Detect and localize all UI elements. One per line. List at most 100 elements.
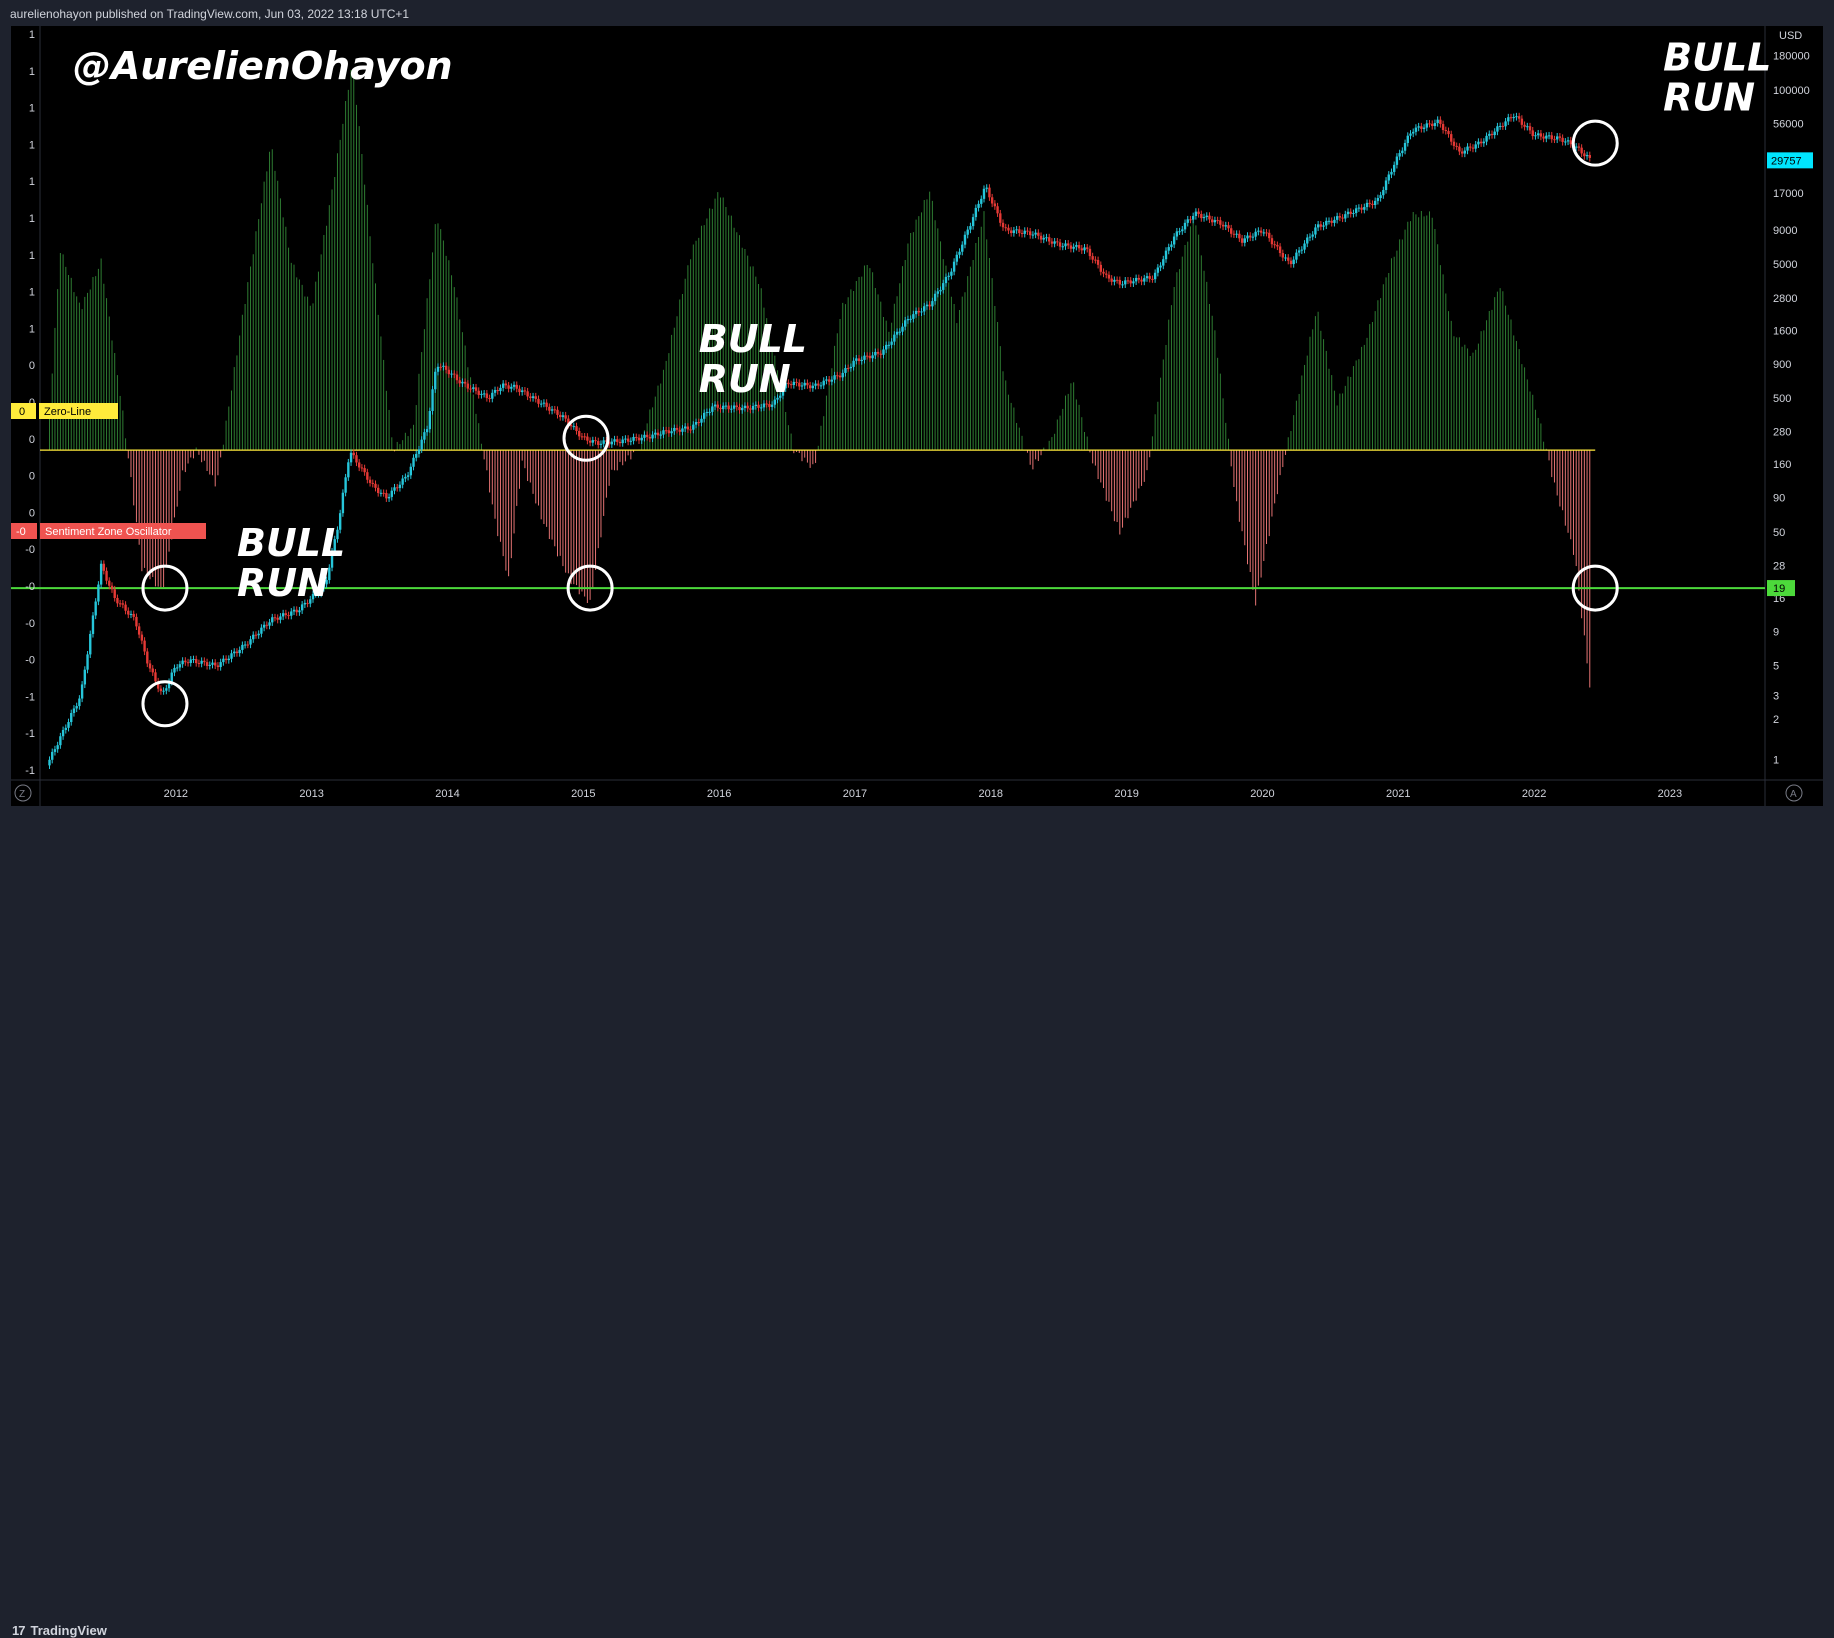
candle-body bbox=[1265, 232, 1268, 234]
candle-body bbox=[127, 610, 130, 615]
candle-body bbox=[309, 599, 312, 604]
candle-body bbox=[1191, 216, 1195, 220]
candle-body bbox=[1015, 229, 1018, 231]
candle-body bbox=[317, 593, 320, 595]
candle-body bbox=[645, 434, 649, 437]
candle-body bbox=[453, 373, 456, 375]
candle-body bbox=[651, 434, 654, 439]
candle-body bbox=[838, 375, 842, 378]
candle-body bbox=[330, 551, 334, 568]
candle-body bbox=[493, 390, 497, 393]
candle-body bbox=[610, 441, 614, 445]
candle-body bbox=[284, 613, 288, 616]
candle-body bbox=[1028, 231, 1032, 236]
highlight-circle bbox=[141, 680, 189, 728]
candle-body bbox=[1390, 171, 1393, 175]
osc-tick-label: -1 bbox=[25, 728, 35, 740]
candle-body bbox=[982, 188, 986, 199]
tradingview-logo[interactable]: 17 TradingView bbox=[12, 1623, 107, 1638]
candle-body bbox=[531, 396, 535, 399]
candle-body bbox=[1509, 117, 1513, 119]
candle-body bbox=[1575, 146, 1578, 148]
candle-body bbox=[1096, 259, 1100, 265]
osc-tick-label: 1 bbox=[29, 29, 35, 41]
price-tick-label: 500 bbox=[1773, 393, 1791, 405]
candle-body bbox=[181, 660, 184, 665]
candle-body bbox=[1300, 249, 1304, 251]
candle-body bbox=[893, 334, 896, 342]
time-tick-label: 2015 bbox=[571, 788, 595, 800]
osc-tick-label: -0 bbox=[25, 544, 35, 556]
candle-body bbox=[143, 640, 146, 652]
osc-tick-label: 1 bbox=[29, 176, 35, 188]
candle-body bbox=[942, 283, 945, 290]
candle-body bbox=[1444, 130, 1448, 132]
candle-body bbox=[572, 426, 575, 428]
candle-body bbox=[241, 644, 244, 650]
candle-body bbox=[732, 405, 736, 409]
candle-body bbox=[882, 349, 885, 355]
candle-body bbox=[53, 749, 57, 752]
time-tick-label: 2016 bbox=[707, 788, 731, 800]
candle-body bbox=[1536, 133, 1540, 136]
candle-body bbox=[1295, 252, 1298, 260]
publish-text: aurelienohayon published on TradingView.… bbox=[10, 7, 410, 21]
candle-body bbox=[659, 434, 662, 436]
tradingview-brand: TradingView bbox=[30, 1623, 107, 1638]
candle-body bbox=[1181, 229, 1184, 232]
highlight-circle bbox=[141, 564, 189, 612]
candle-body bbox=[1210, 219, 1214, 223]
candle-body bbox=[385, 493, 388, 499]
szo-label-box bbox=[40, 523, 206, 539]
candle-body bbox=[1077, 245, 1081, 249]
candle-body bbox=[1493, 131, 1496, 136]
candle-body bbox=[423, 432, 426, 440]
candle-body bbox=[80, 684, 84, 699]
candle-body bbox=[121, 603, 125, 605]
candle-body bbox=[444, 365, 448, 370]
candle-body bbox=[1463, 150, 1467, 154]
candle-body bbox=[849, 366, 853, 369]
auto-button-circle[interactable] bbox=[1785, 784, 1803, 802]
candle-body bbox=[1349, 211, 1352, 214]
candle-body bbox=[360, 467, 364, 469]
bull-run-label-line1: BULL bbox=[237, 521, 345, 565]
candle-body bbox=[167, 681, 171, 689]
candle-body bbox=[235, 651, 239, 654]
candle-body bbox=[1550, 135, 1553, 140]
candle-body bbox=[1452, 141, 1456, 146]
candle-body bbox=[1387, 174, 1390, 181]
candle-body bbox=[762, 403, 766, 408]
candle-body bbox=[257, 633, 260, 636]
candle-body bbox=[1531, 130, 1534, 137]
zero-line-label: 0 Zero-Line bbox=[11, 403, 118, 419]
candle-body bbox=[920, 311, 923, 313]
candle-body bbox=[91, 615, 95, 634]
z-button-circle[interactable] bbox=[14, 784, 32, 802]
candle-body bbox=[925, 304, 929, 307]
candle-body bbox=[702, 412, 706, 419]
candle-body bbox=[711, 406, 714, 412]
candle-body bbox=[1306, 237, 1309, 244]
candle-body bbox=[1167, 247, 1170, 251]
candle-body bbox=[203, 660, 206, 663]
auto-scale-button[interactable]: A bbox=[1785, 784, 1803, 802]
candle-body bbox=[1105, 273, 1108, 275]
candle-body bbox=[1023, 230, 1026, 234]
candle-body bbox=[401, 478, 404, 485]
candle-body bbox=[140, 634, 144, 641]
highlight-circle bbox=[566, 564, 614, 612]
price-axis-unit: USD bbox=[1779, 30, 1802, 42]
candle-body bbox=[1162, 259, 1165, 266]
candle-body bbox=[379, 492, 383, 494]
candle-body bbox=[928, 304, 931, 307]
z-button[interactable]: Z bbox=[14, 784, 32, 802]
candle-body bbox=[1490, 133, 1494, 136]
osc-tick-label: 1 bbox=[29, 103, 35, 115]
candle-body bbox=[254, 634, 258, 636]
z-button-label: Z bbox=[19, 789, 25, 800]
candle-body bbox=[1482, 141, 1486, 144]
candle-body bbox=[1050, 241, 1054, 244]
